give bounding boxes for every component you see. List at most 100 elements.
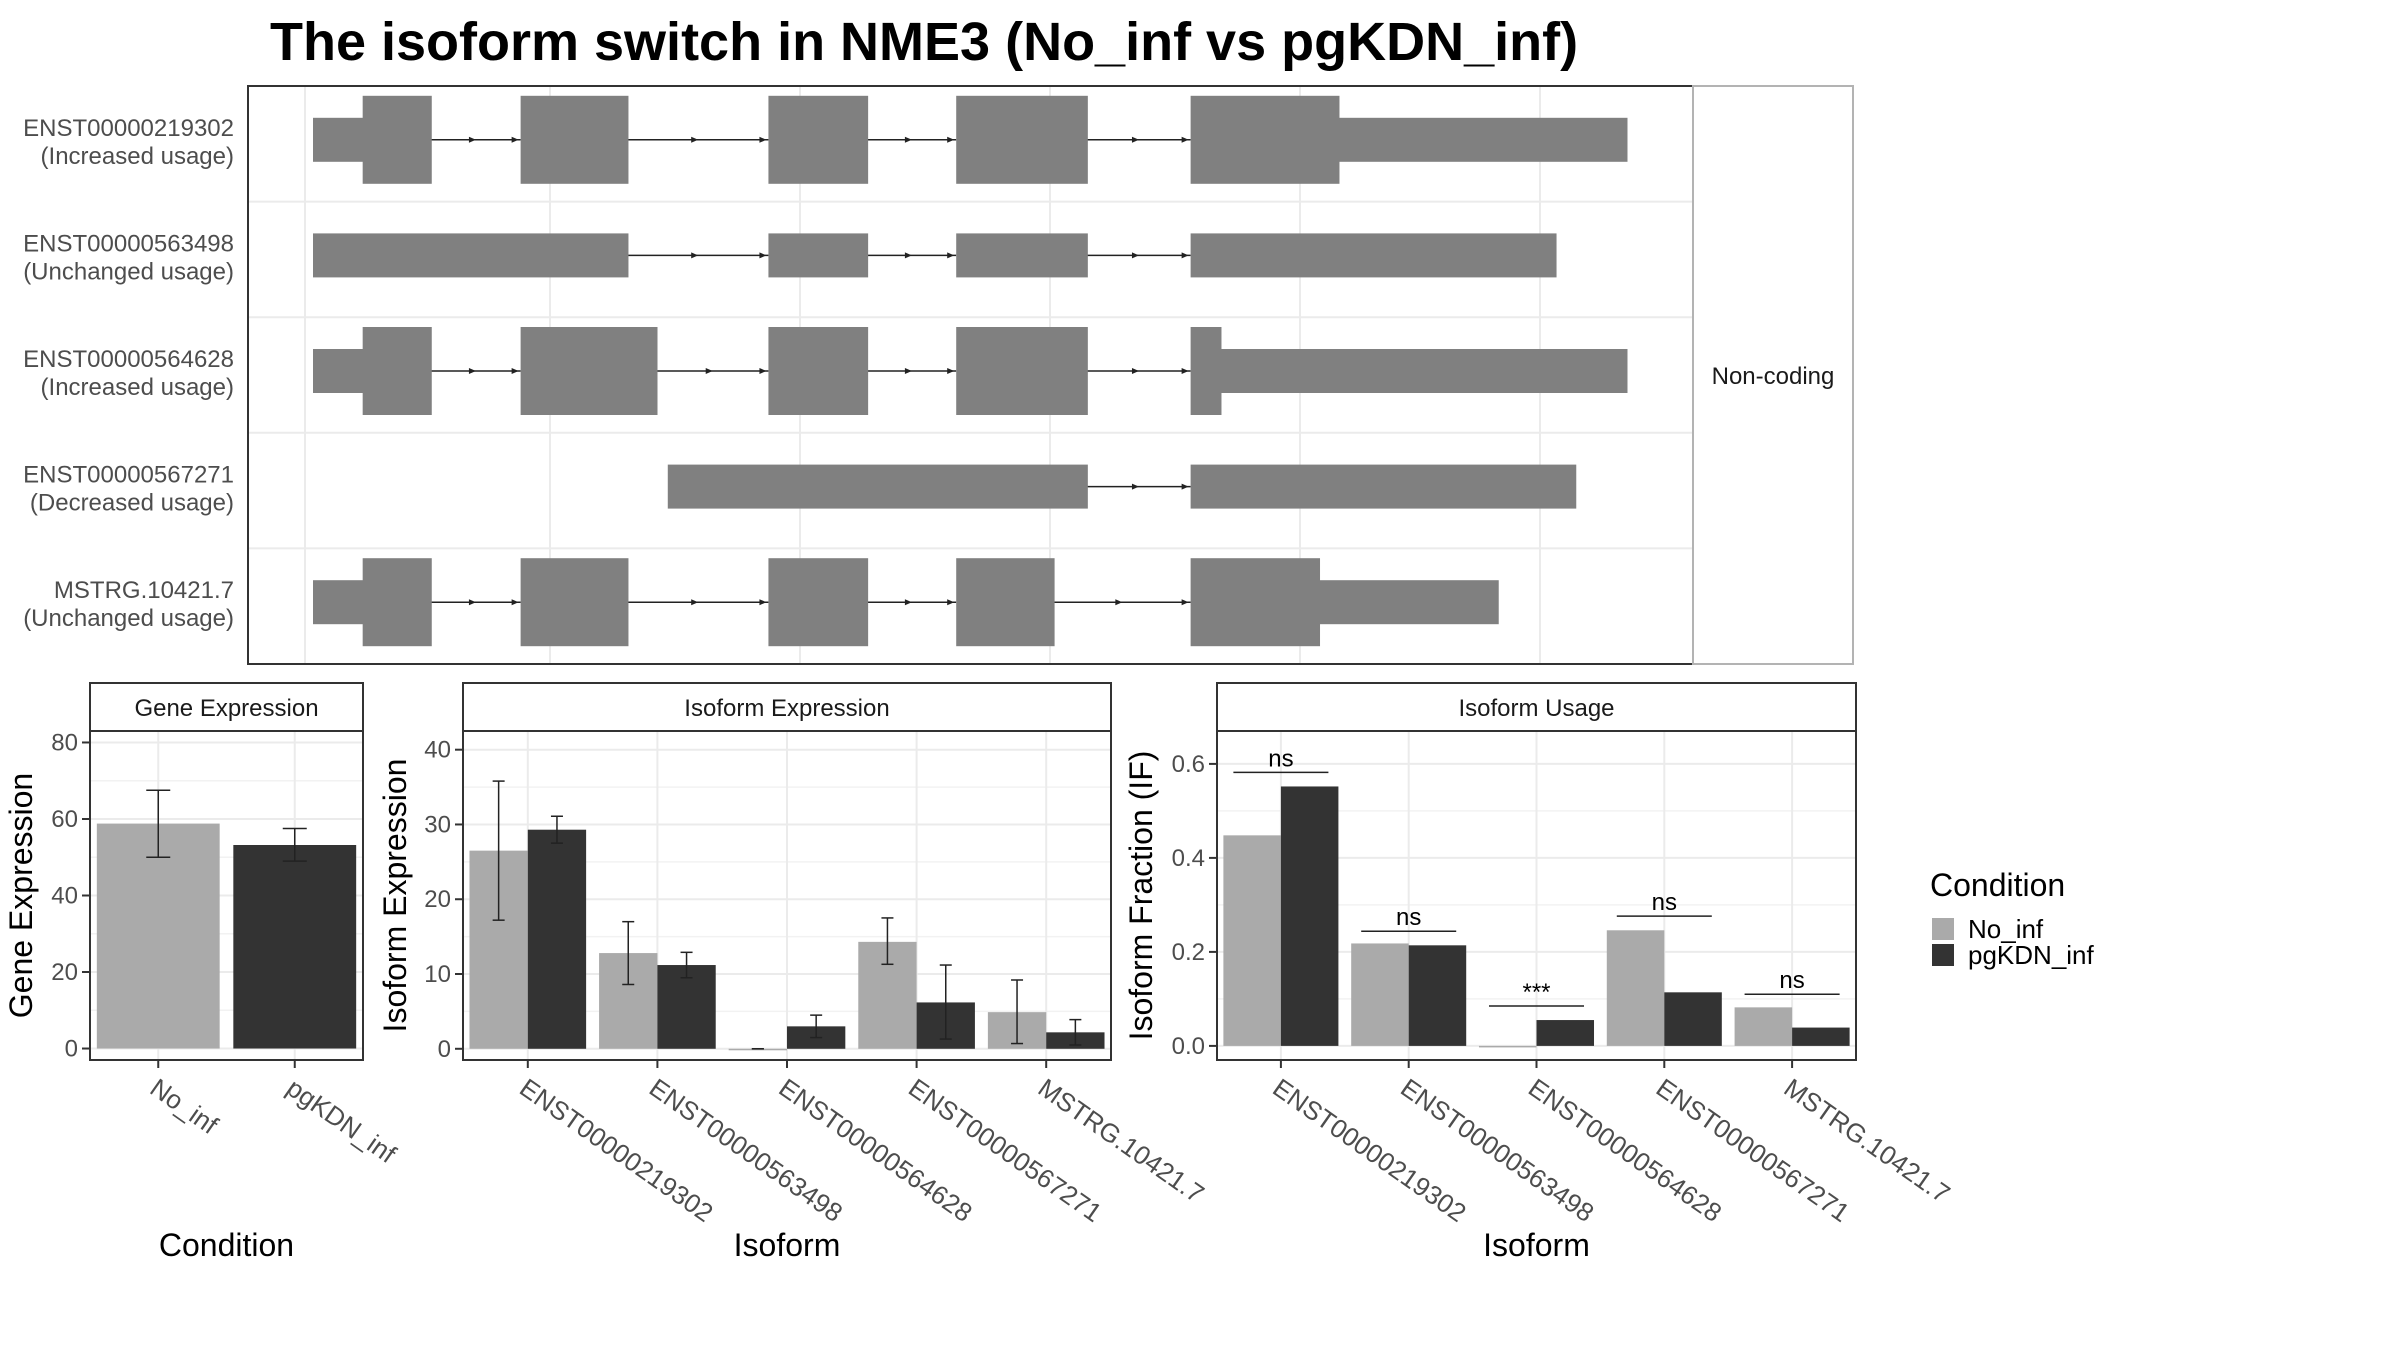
y-axis-title: Isoform Fraction (IF): [1123, 751, 1159, 1041]
y-tick-label: 0.6: [1172, 751, 1205, 778]
isoform-label: ENST00000567271: [23, 462, 234, 489]
figure-title: The isoform switch in NME3 (No_inf vs pg…: [270, 12, 1578, 72]
intron-arrow: [691, 252, 699, 259]
bar-No_inf: [96, 823, 220, 1049]
panel-strip: [1216, 682, 1857, 732]
x-tick-label: No_inf: [145, 1072, 224, 1140]
exon: [362, 558, 432, 647]
x-axis-title: Isoform: [734, 1227, 841, 1263]
bar-pgKDN_inf: [1536, 1020, 1595, 1046]
panel-strip-label: Isoform Expression: [684, 695, 889, 722]
exon: [520, 558, 629, 647]
intron-arrow: [1131, 483, 1139, 490]
panel-strip: [462, 682, 1112, 732]
isoform-usage-label: (Decreased usage): [30, 490, 234, 517]
intron-arrow: [1181, 136, 1189, 143]
intron-arrow: [904, 136, 912, 143]
exon: [768, 327, 869, 415]
isoform-usage-label: (Unchanged usage): [23, 605, 234, 632]
significance-label: ns: [1652, 889, 1677, 916]
intron-arrow: [904, 252, 912, 259]
y-tick-label: 80: [51, 729, 78, 756]
y-tick-label: 10: [424, 961, 451, 988]
bar-pgKDN_inf: [1792, 1027, 1850, 1046]
exon: [313, 117, 364, 162]
isoform-usage-label: (Increased usage): [41, 374, 234, 401]
exon: [362, 327, 432, 415]
isoform-usage-panel: nsENST00000219302nsENST00000563498***ENS…: [1123, 682, 1956, 1263]
exon: [956, 233, 1088, 278]
y-tick-label: 20: [51, 959, 78, 986]
intron-arrow: [468, 368, 476, 374]
y-tick-label: 60: [51, 806, 78, 833]
exon: [956, 327, 1088, 415]
exon: [362, 95, 432, 184]
exon: [768, 95, 869, 184]
intron-arrow: [468, 599, 476, 606]
x-tick-label: pgKDN_inf: [281, 1072, 402, 1169]
bar-pgKDN_inf: [657, 965, 716, 1049]
exon: [1190, 233, 1557, 278]
exon: [313, 580, 364, 625]
intron-arrow: [468, 136, 476, 143]
x-axis-title: Condition: [159, 1227, 294, 1263]
intron-arrow: [904, 368, 912, 374]
intron-arrow: [1131, 136, 1139, 143]
exon: [1190, 95, 1340, 184]
legend-swatch-pgKDN_inf: [1932, 944, 1954, 966]
y-tick-label: 20: [424, 886, 451, 913]
bar-No_inf: [1734, 1007, 1793, 1046]
intron-arrow: [759, 368, 767, 374]
isoform-usage-label: (Unchanged usage): [23, 258, 234, 285]
panel-strip-label: Gene Expression: [134, 695, 318, 722]
transcript-structure-panel: ENST00000219302(Increased usage)ENST0000…: [23, 85, 1854, 665]
intron-arrow: [1115, 599, 1123, 606]
exon: [956, 95, 1088, 184]
bar-No_inf: [1478, 1045, 1537, 1048]
legend-label-pgKDN_inf: pgKDN_inf: [1968, 940, 2095, 970]
intron-arrow: [691, 599, 699, 606]
intron-arrow: [511, 599, 519, 606]
intron-arrow: [947, 599, 955, 606]
exon: [520, 327, 658, 415]
x-axis-title: Isoform: [1483, 1227, 1590, 1263]
exon: [768, 558, 869, 647]
intron-arrow: [759, 599, 767, 606]
intron-arrow: [1131, 368, 1139, 374]
exon: [1190, 327, 1222, 415]
intron-arrow: [947, 252, 955, 259]
gene-expression-panel: No_inf pgKDN_inf 0 20 40 60 80 Gene Expression C…: [3, 682, 402, 1263]
y-tick-label: 0.0: [1172, 1033, 1205, 1060]
isoform-label: MSTRG.10421.7: [54, 577, 234, 604]
significance-label: ns: [1396, 904, 1421, 931]
isoform-expression-panel: ENST00000219302ENST00000563498ENST000005…: [377, 682, 1210, 1263]
exon: [313, 349, 364, 393]
exon: [313, 233, 629, 278]
isoform-label: ENST00000563498: [23, 230, 234, 257]
isoform-usage-label: (Increased usage): [41, 143, 234, 170]
intron-arrow: [1181, 368, 1189, 374]
y-tick-label: 0: [438, 1036, 451, 1063]
legend-label-No_inf: No_inf: [1968, 914, 2044, 944]
exon: [956, 558, 1055, 647]
strip-label: Non-coding: [1712, 363, 1835, 390]
legend-title: Condition: [1930, 867, 2065, 903]
bar-pgKDN_inf: [527, 829, 587, 1049]
isoform-label: ENST00000219302: [23, 115, 234, 142]
intron-arrow: [511, 368, 519, 374]
intron-arrow: [705, 368, 713, 374]
intron-arrow: [691, 136, 699, 143]
bar-No_inf: [1606, 930, 1665, 1046]
y-tick-label: 0.4: [1172, 845, 1205, 872]
bar-pgKDN_inf: [1408, 945, 1467, 1046]
y-tick-label: 40: [424, 737, 451, 764]
y-axis-title: Isoform Expression: [377, 759, 413, 1033]
exon: [1190, 464, 1577, 509]
intron-arrow: [759, 252, 767, 259]
exon: [1319, 580, 1499, 625]
significance-label: ns: [1268, 745, 1293, 772]
significance-label: ns: [1779, 967, 1804, 994]
y-tick-label: 30: [424, 811, 451, 838]
